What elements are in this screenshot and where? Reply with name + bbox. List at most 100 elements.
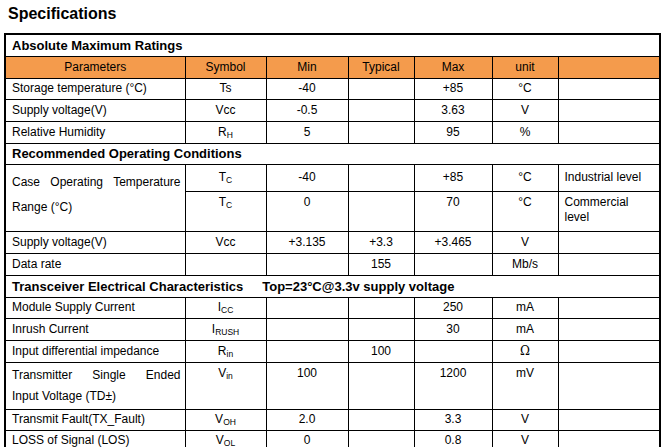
unit-cell: mA (492, 297, 558, 318)
min-cell: 100 (266, 362, 348, 409)
column-header-note (558, 56, 660, 78)
symbol-cell: Vcc (185, 99, 266, 121)
unit-cell: % (492, 121, 558, 143)
table-row-transmitter-input-voltage: Transmitter Single Ended Input Voltage (… (5, 362, 660, 409)
symbol-cell: Vcc (185, 231, 266, 253)
symbol-base: V (215, 412, 223, 426)
symbol-base: Vcc (215, 235, 235, 249)
min-cell (266, 318, 348, 340)
note-cell (558, 430, 660, 447)
param-cell: Relative Humidity (5, 121, 185, 143)
max-cell: 0.8 (414, 430, 492, 447)
param-line2: Input Voltage (TD±) (12, 386, 181, 407)
column-header-parameters: Parameters (5, 56, 185, 78)
param-line1: Transmitter Single Ended (12, 365, 181, 386)
column-header-min: Min (266, 56, 348, 78)
symbol-base: T (219, 170, 226, 184)
typical-cell (348, 297, 414, 318)
section-row: Transceiver Electrical Characteristics To… (5, 275, 660, 297)
min-cell: 5 (266, 121, 348, 143)
typical-cell: 100 (348, 340, 414, 362)
page-title: Specifications (0, 0, 663, 23)
unit-cell: V (492, 409, 558, 430)
unit-cell: °C (492, 78, 558, 99)
unit-cell: Mb/s (492, 253, 558, 275)
table-row-data-rate: Data rate 155 Mb/s (5, 253, 660, 275)
symbol-base: T (219, 195, 226, 209)
symbol-cell: Vin (185, 362, 266, 409)
symbol-base: V (216, 433, 224, 447)
min-cell: +3.135 (266, 231, 348, 253)
symbol-base: V (218, 366, 226, 380)
symbol-cell: ICC (185, 297, 266, 318)
max-cell: 250 (414, 297, 492, 318)
max-cell: +3.465 (414, 231, 492, 253)
note-cell (558, 318, 660, 340)
param-cell: Data rate (5, 253, 185, 275)
min-cell: 0 (266, 191, 348, 231)
column-header-unit: unit (492, 56, 558, 78)
max-cell: 70 (414, 191, 492, 231)
section-condition-text: Top=23°C@3.3v supply voltage (262, 279, 454, 294)
note-cell (558, 253, 660, 275)
document-page: Specifications Absolute Maximum Ratings … (0, 0, 663, 447)
max-cell (414, 340, 492, 362)
param-cell: Inrush Current (5, 318, 185, 340)
note-cell (558, 231, 660, 253)
param-cell: Supply voltage(V) (5, 99, 185, 121)
column-header-max: Max (414, 56, 492, 78)
symbol-base: R (218, 344, 227, 358)
min-cell: -40 (266, 164, 348, 191)
symbol-sub: H (227, 130, 233, 140)
typical-cell: 155 (348, 253, 414, 275)
param-cell: Input differential impedance (5, 340, 185, 362)
symbol-sub: C (226, 200, 232, 210)
symbol-cell: RH (185, 121, 266, 143)
symbol-cell: TC (185, 191, 266, 231)
unit-cell: V (492, 430, 558, 447)
column-header-row: Parameters Symbol Min Typical Max unit (5, 56, 660, 78)
max-cell: 3.63 (414, 99, 492, 121)
typical-cell (348, 164, 414, 191)
min-cell: 0 (266, 430, 348, 447)
typical-cell (348, 191, 414, 231)
symbol-sub: OH (223, 417, 236, 427)
unit-cell: V (492, 99, 558, 121)
symbol-cell: Ts (185, 78, 266, 99)
table-row-case-temp-industrial: Case Operating Temperature Range (°C) TC… (5, 164, 660, 191)
section-title-absolute-maximum-ratings: Absolute Maximum Ratings (5, 34, 660, 56)
section-title-text: Transceiver Electrical Characteristics (12, 279, 243, 294)
param-cell: Supply voltage(V) (5, 231, 185, 253)
param-line1: Case Operating Temperature (12, 170, 181, 195)
symbol-cell: VOL (185, 430, 266, 447)
specifications-table: Absolute Maximum Ratings Parameters Symb… (4, 33, 661, 447)
note-cell: Industrial level (558, 164, 660, 191)
symbol-sub: in (227, 349, 234, 359)
typical-cell (348, 362, 414, 409)
typical-cell (348, 78, 414, 99)
section-row: Recommended Operating Conditions (5, 143, 660, 164)
min-cell: -0.5 (266, 99, 348, 121)
unit-cell: mV (492, 362, 558, 409)
symbol-sub: CC (221, 305, 233, 315)
column-header-typical: Typical (348, 56, 414, 78)
max-cell (414, 253, 492, 275)
symbol-sub: in (226, 371, 233, 381)
max-cell: 95 (414, 121, 492, 143)
param-cell: Case Operating Temperature Range (°C) (5, 164, 185, 231)
note-cell (558, 340, 660, 362)
unit-cell: Ω (492, 340, 558, 362)
symbol-cell (185, 253, 266, 275)
unit-cell: °C (492, 164, 558, 191)
table-row-module-supply-current: Module Supply Current ICC 250 mA (5, 297, 660, 318)
note-cell (558, 121, 660, 143)
typical-cell (348, 318, 414, 340)
note-cell (558, 99, 660, 121)
note-cell (558, 409, 660, 430)
param-cell: Module Supply Current (5, 297, 185, 318)
max-cell: +85 (414, 78, 492, 99)
symbol-cell: IRUSH (185, 318, 266, 340)
table-row-supply-voltage-abs: Supply voltage(V) Vcc -0.5 3.63 V (5, 99, 660, 121)
table-row-storage-temperature: Storage temperature (°C) Ts -40 +85 °C (5, 78, 660, 99)
symbol-base: Vcc (215, 103, 235, 117)
